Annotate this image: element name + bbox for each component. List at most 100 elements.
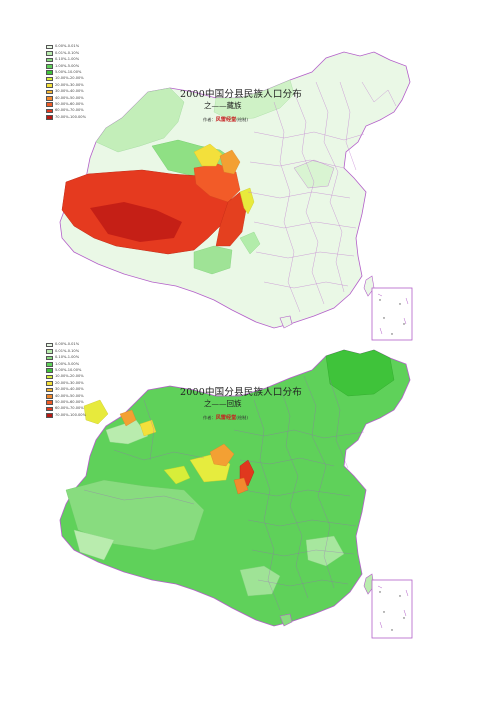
legend-row: 30.00%-40.00%	[46, 89, 86, 95]
author-prefix: 作者：	[203, 415, 216, 420]
legend-label: 0.00%-0.01%	[55, 44, 80, 49]
china-map-tibetan	[59, 51, 413, 341]
legend: 0.00%-0.01% 0.01%-0.10% 0.10%-1.00% 1.00…	[46, 342, 86, 419]
region-gansu-yellow	[193, 143, 223, 167]
region-southwest-light	[73, 529, 115, 561]
legend-swatch	[46, 413, 53, 418]
legend-label: 20.00%-30.00%	[55, 380, 84, 385]
legend-label: 5.00%-10.00%	[55, 69, 82, 74]
legend-row: 1.00%-5.00%	[46, 63, 86, 69]
region-scattered-green	[239, 231, 261, 255]
region-south-light	[239, 565, 281, 597]
legend-label: 10.00%-20.00%	[55, 76, 84, 81]
region-central-yellow	[163, 465, 191, 485]
legend-label: 50.00%-60.00%	[55, 399, 84, 404]
legend-row: 0.01%-0.10%	[46, 348, 86, 354]
legend-swatch	[46, 57, 53, 63]
legend-swatch	[46, 76, 53, 82]
legend-row: 0.00%-0.01%	[46, 342, 86, 348]
legend-swatch	[46, 349, 53, 354]
region-xinjiang-light	[95, 87, 185, 153]
legend-row: 0.10%-1.00%	[46, 355, 86, 361]
legend-swatch	[46, 355, 53, 361]
inset-dashes	[377, 585, 409, 629]
legend-row: 20.00%-30.00%	[46, 380, 86, 386]
legend: 0.00%-0.01% 0.01%-0.10% 0.10%-1.00% 1.00…	[46, 44, 86, 121]
legend-label: 0.10%-1.00%	[55, 355, 80, 360]
legend-label: 20.00%-30.00%	[55, 82, 84, 87]
legend-row: 50.00%-60.00%	[46, 102, 86, 108]
legend-row: 1.00%-5.00%	[46, 361, 86, 367]
legend-swatch	[46, 400, 53, 405]
author-stamp: 风雷经堂	[215, 117, 237, 123]
county-borders	[83, 375, 365, 611]
region-sichuan-yellow	[239, 187, 255, 215]
legend-row: 5.00%-10.00%	[46, 70, 86, 76]
south-china-sea-inset	[371, 579, 413, 639]
legend-row: 10.00%-20.00%	[46, 76, 86, 82]
region-gansu-orange	[219, 149, 241, 175]
legend-label: 60.00%-70.00%	[55, 108, 84, 113]
legend-label: 0.01%-0.10%	[55, 50, 80, 55]
map-subtitle: 之——回族	[204, 399, 242, 408]
map-panel-hui: 0.00%-0.01% 0.01%-0.10% 0.10%-1.00% 1.00…	[44, 340, 416, 640]
legend-swatch	[46, 387, 53, 393]
legend-swatch	[46, 394, 53, 399]
legend-label: 1.00%-5.00%	[55, 63, 80, 68]
map-author: 作者：风雷经堂(绘制)	[203, 116, 248, 123]
legend-row: 60.00%-70.00%	[46, 406, 86, 412]
legend-row: 30.00%-40.00%	[46, 387, 86, 393]
legend-row: 70.00%-100.00%	[46, 412, 86, 418]
legend-swatch	[46, 96, 53, 101]
legend-label: 70.00%-100.00%	[55, 114, 86, 119]
author-suffix: (绘制)	[236, 117, 248, 122]
legend-row: 10.00%-20.00%	[46, 374, 86, 380]
legend-swatch	[46, 64, 53, 69]
region-xinjiang-yellow	[83, 399, 109, 425]
legend-row: 0.00%-0.01%	[46, 44, 86, 50]
china-map-hui	[59, 349, 413, 639]
legend-row: 60.00%-70.00%	[46, 108, 86, 114]
legend-row: 40.00%-50.00%	[46, 95, 86, 101]
author-suffix: (绘制)	[236, 415, 248, 420]
map-title: 2000中国分县民族人口分布	[180, 89, 302, 100]
legend-swatch	[46, 381, 53, 386]
south-china-sea-inset	[371, 287, 413, 341]
legend-swatch	[46, 406, 53, 412]
legend-swatch	[46, 44, 53, 50]
legend-label: 60.00%-70.00%	[55, 406, 84, 411]
region-xinjiang-orange	[119, 409, 137, 427]
inset-islands	[379, 299, 405, 335]
legend-swatch	[46, 374, 53, 380]
inset-dashes	[377, 293, 409, 335]
legend-swatch	[46, 102, 53, 107]
legend-label: 40.00%-50.00%	[55, 95, 84, 100]
hainan-island	[279, 315, 293, 329]
legend-label: 30.00%-40.00%	[55, 387, 84, 392]
legend-label: 1.00%-5.00%	[55, 361, 80, 366]
taiwan-island	[363, 275, 375, 297]
legend-swatch	[46, 108, 53, 114]
region-gansu-orange	[209, 443, 235, 467]
legend-row: 20.00%-30.00%	[46, 82, 86, 88]
legend-label: 40.00%-50.00%	[55, 393, 84, 398]
legend-swatch	[46, 362, 53, 367]
legend-swatch	[46, 70, 53, 76]
legend-swatch	[46, 342, 53, 348]
region-tibet-darkred	[90, 202, 182, 242]
map-title: 2000中国分县民族人口分布	[180, 387, 302, 398]
region-qinghai-orange	[193, 163, 241, 203]
legend-row: 0.10%-1.00%	[46, 57, 86, 63]
hainan-island	[279, 613, 293, 627]
region-east-light	[293, 159, 335, 189]
legend-row: 0.01%-0.10%	[46, 50, 86, 56]
legend-label: 30.00%-40.00%	[55, 89, 84, 94]
legend-label: 50.00%-60.00%	[55, 101, 84, 106]
legend-label: 0.01%-0.10%	[55, 348, 80, 353]
legend-label: 0.00%-0.01%	[55, 342, 80, 347]
author-stamp: 风雷经堂	[215, 415, 237, 421]
region-mongolia-light	[213, 79, 295, 121]
legend-row: 70.00%-100.00%	[46, 114, 86, 120]
legend-label: 5.00%-10.00%	[55, 367, 82, 372]
map-author: 作者：风雷经堂(绘制)	[203, 414, 248, 421]
